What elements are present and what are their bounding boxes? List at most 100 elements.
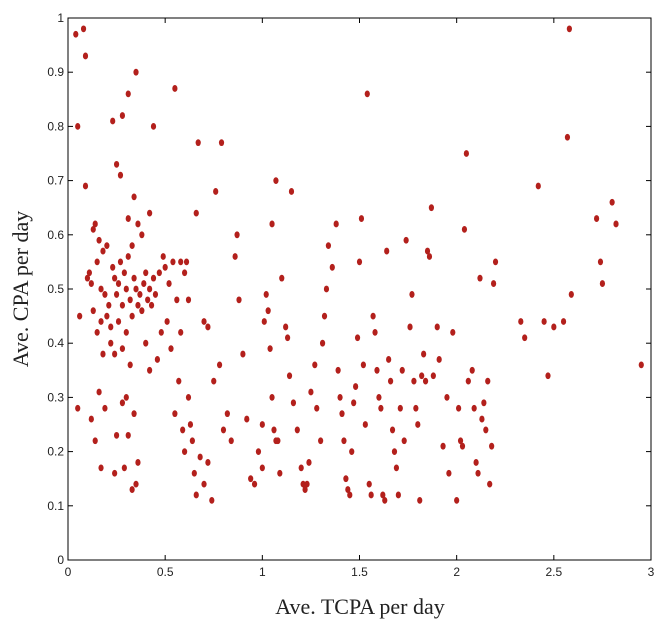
- scatter-point: [279, 274, 285, 282]
- scatter-point: [131, 193, 137, 201]
- scatter-point: [349, 448, 355, 455]
- scatter-point: [127, 361, 133, 369]
- scatter-point: [273, 177, 279, 185]
- scatter-point: [319, 339, 326, 347]
- scatter-point: [112, 469, 118, 477]
- y-tick-label: 0: [57, 553, 64, 567]
- scatter-point: [110, 263, 116, 271]
- scatter-point: [115, 280, 122, 287]
- scatter-point: [100, 350, 106, 358]
- scatter-point: [283, 323, 289, 331]
- scatter-point: [428, 204, 435, 212]
- scatter-point: [182, 269, 188, 277]
- scatter-point: [94, 328, 100, 336]
- scatter-point: [271, 426, 277, 434]
- scatter-point: [150, 274, 157, 282]
- scatter-point: [362, 421, 368, 428]
- y-tick-label: 0.7: [47, 174, 64, 188]
- scatter-point: [113, 160, 120, 168]
- scatter-point: [133, 480, 139, 488]
- scatter-point: [121, 269, 127, 277]
- scatter-point: [129, 486, 135, 493]
- scatter-point: [104, 312, 110, 320]
- scatter-point: [195, 139, 201, 147]
- scatter-point: [92, 437, 98, 445]
- scatter-point: [304, 480, 310, 488]
- scatter-point: [426, 253, 433, 260]
- scatter-point: [156, 269, 162, 277]
- scatter-point: [147, 285, 153, 293]
- scatter-point: [166, 280, 172, 287]
- scatter-point: [82, 52, 89, 60]
- scatter-point: [98, 464, 104, 472]
- scatter-point: [376, 394, 382, 401]
- scatter-point: [409, 291, 415, 298]
- scatter-point: [143, 339, 149, 347]
- y-tick-label: 0.8: [47, 119, 64, 133]
- scatter-point: [73, 30, 79, 38]
- y-tick-label: 0.5: [47, 282, 64, 296]
- scatter-point: [269, 394, 275, 401]
- scatter-point: [308, 388, 314, 396]
- scatter-point: [302, 486, 308, 493]
- scatter-point: [183, 258, 190, 266]
- scatter-point: [263, 291, 269, 298]
- scatter-point: [314, 404, 320, 412]
- scatter-point: [613, 220, 619, 228]
- scatter-point: [193, 491, 199, 499]
- scatter-point: [129, 312, 135, 320]
- scatter-point: [545, 372, 551, 380]
- x-tick-label: 3: [648, 565, 655, 579]
- scatter-point: [479, 415, 485, 423]
- scatter-point: [411, 377, 417, 385]
- scatter-point: [459, 442, 466, 450]
- scatter-point: [240, 350, 246, 358]
- scatter-point: [255, 448, 262, 455]
- scatter-point: [123, 394, 129, 401]
- scatter-point: [275, 437, 281, 445]
- scatter-point: [364, 90, 370, 98]
- scatter-point: [211, 377, 217, 385]
- scatter-point: [269, 220, 275, 228]
- scatter-point: [125, 90, 131, 98]
- scatter-point: [123, 285, 129, 293]
- scatter-point: [224, 410, 230, 418]
- scatter-point: [213, 188, 219, 195]
- scatter-point: [413, 404, 419, 412]
- scatter-point: [162, 263, 168, 271]
- scatter-point: [147, 366, 153, 374]
- scatter-point: [90, 307, 96, 315]
- scatter-point: [321, 312, 328, 320]
- x-tick-label: 0: [65, 565, 72, 579]
- scatter-point: [125, 253, 131, 260]
- y-tick-label: 0.2: [47, 445, 64, 459]
- scatter-point: [277, 469, 283, 477]
- scatter-point: [389, 426, 396, 434]
- scatter-point: [403, 236, 409, 244]
- scatter-point: [160, 253, 166, 260]
- scatter-point: [228, 437, 234, 445]
- x-axis-title: Ave. TCPA per day: [275, 594, 444, 619]
- scatter-point: [187, 421, 194, 428]
- scatter-point: [125, 215, 131, 222]
- y-axis: 0 0.1 0.2 0.3 0.4 0.5 0.6 0.7 0.8 0.9 1: [47, 11, 651, 567]
- scatter-point: [139, 231, 145, 239]
- scatter-point: [345, 486, 351, 493]
- y-axis-title: Ave. CPA per day: [8, 211, 33, 367]
- scatter-point: [300, 480, 306, 488]
- scatter-point: [290, 399, 297, 407]
- scatter-point: [366, 480, 372, 488]
- scatter-point: [522, 334, 528, 342]
- scatter-point: [370, 312, 376, 320]
- scatter-point: [609, 198, 615, 206]
- scatter-point: [454, 496, 460, 504]
- scatter-point: [158, 328, 164, 336]
- scatter-point: [102, 404, 108, 412]
- scatter-point: [477, 274, 483, 282]
- scatter-point: [440, 442, 446, 450]
- scatter-point: [234, 231, 240, 239]
- scatter-point: [110, 117, 116, 125]
- scatter-point: [469, 366, 475, 374]
- scatter-point: [127, 296, 133, 304]
- scatter-point: [638, 361, 644, 369]
